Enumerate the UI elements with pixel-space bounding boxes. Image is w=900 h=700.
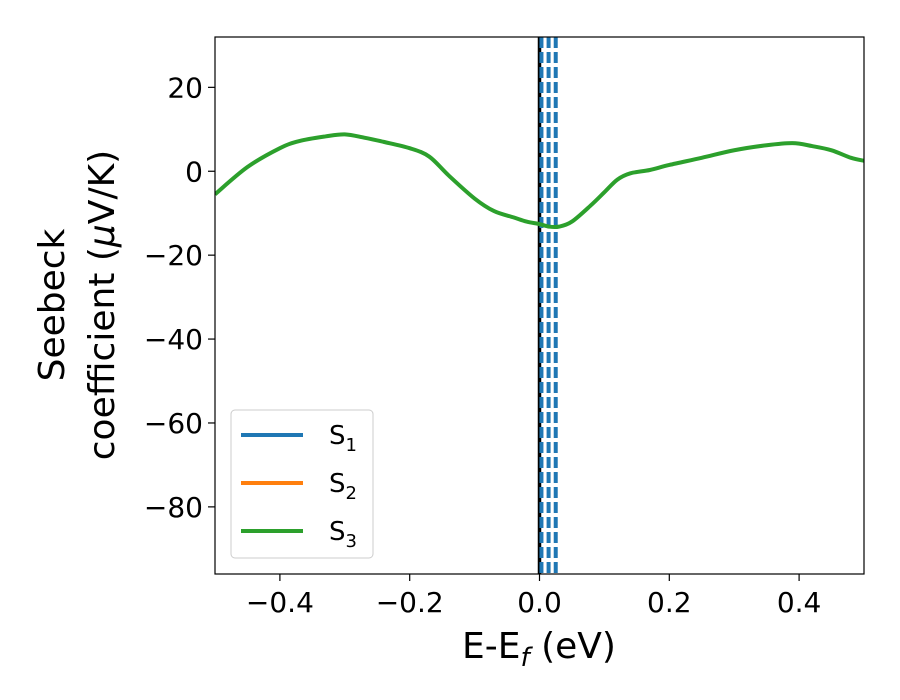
- x-axis-ticks: −0.4 −0.2 0.0 0.2 0.4: [246, 574, 821, 619]
- y-axis-ticks: 20 0 −20 −40 −60 −80: [144, 71, 215, 524]
- y-tick-label: −60: [144, 407, 203, 440]
- y-axis-title-line2-post: V/K): [82, 150, 123, 224]
- x-tick-label: −0.4: [246, 586, 314, 619]
- x-axis-title: E-Ef (eV): [462, 626, 616, 673]
- legend: S1 S2 S3: [230, 409, 374, 559]
- vertical-lines-group: [537, 37, 558, 574]
- y-tick-label: −40: [144, 323, 203, 356]
- y-axis-title-line2: coefficient (μV/K): [82, 150, 123, 460]
- legend-label-s1: S1: [329, 421, 357, 456]
- legend-label-s3: S3: [329, 517, 357, 552]
- legend-label-s3-main: S: [329, 517, 346, 547]
- y-tick-label: −80: [144, 491, 203, 524]
- y-axis-title-line2-pre: coefficient (: [82, 247, 123, 460]
- y-tick-label: 0: [185, 155, 203, 188]
- legend-label-s3-sub: 3: [346, 531, 357, 552]
- x-tick-label: 0.0: [517, 586, 562, 619]
- x-axis-title-main: E-E: [462, 626, 520, 667]
- y-axis-title: Seebeck coefficient (μV/K): [32, 150, 123, 460]
- y-axis-title-line2-mu: μ: [82, 224, 123, 248]
- x-tick-label: 0.4: [777, 586, 822, 619]
- series-line-s3: [215, 132, 864, 230]
- series-lines-group: [215, 132, 864, 230]
- x-axis-title-tail: (eV): [530, 626, 616, 667]
- legend-label-s2-main: S: [329, 469, 346, 499]
- x-tick-label: −0.2: [376, 586, 444, 619]
- x-tick-label: 0.2: [647, 586, 692, 619]
- legend-label-s1-main: S: [329, 421, 346, 451]
- legend-label-s2: S2: [329, 469, 357, 504]
- y-tick-label: −20: [144, 239, 203, 272]
- legend-label-s2-sub: 2: [346, 483, 357, 504]
- y-axis-title-line1: Seebeck: [32, 228, 73, 381]
- y-tick-label: 20: [167, 71, 203, 104]
- legend-label-s1-sub: 1: [346, 435, 357, 456]
